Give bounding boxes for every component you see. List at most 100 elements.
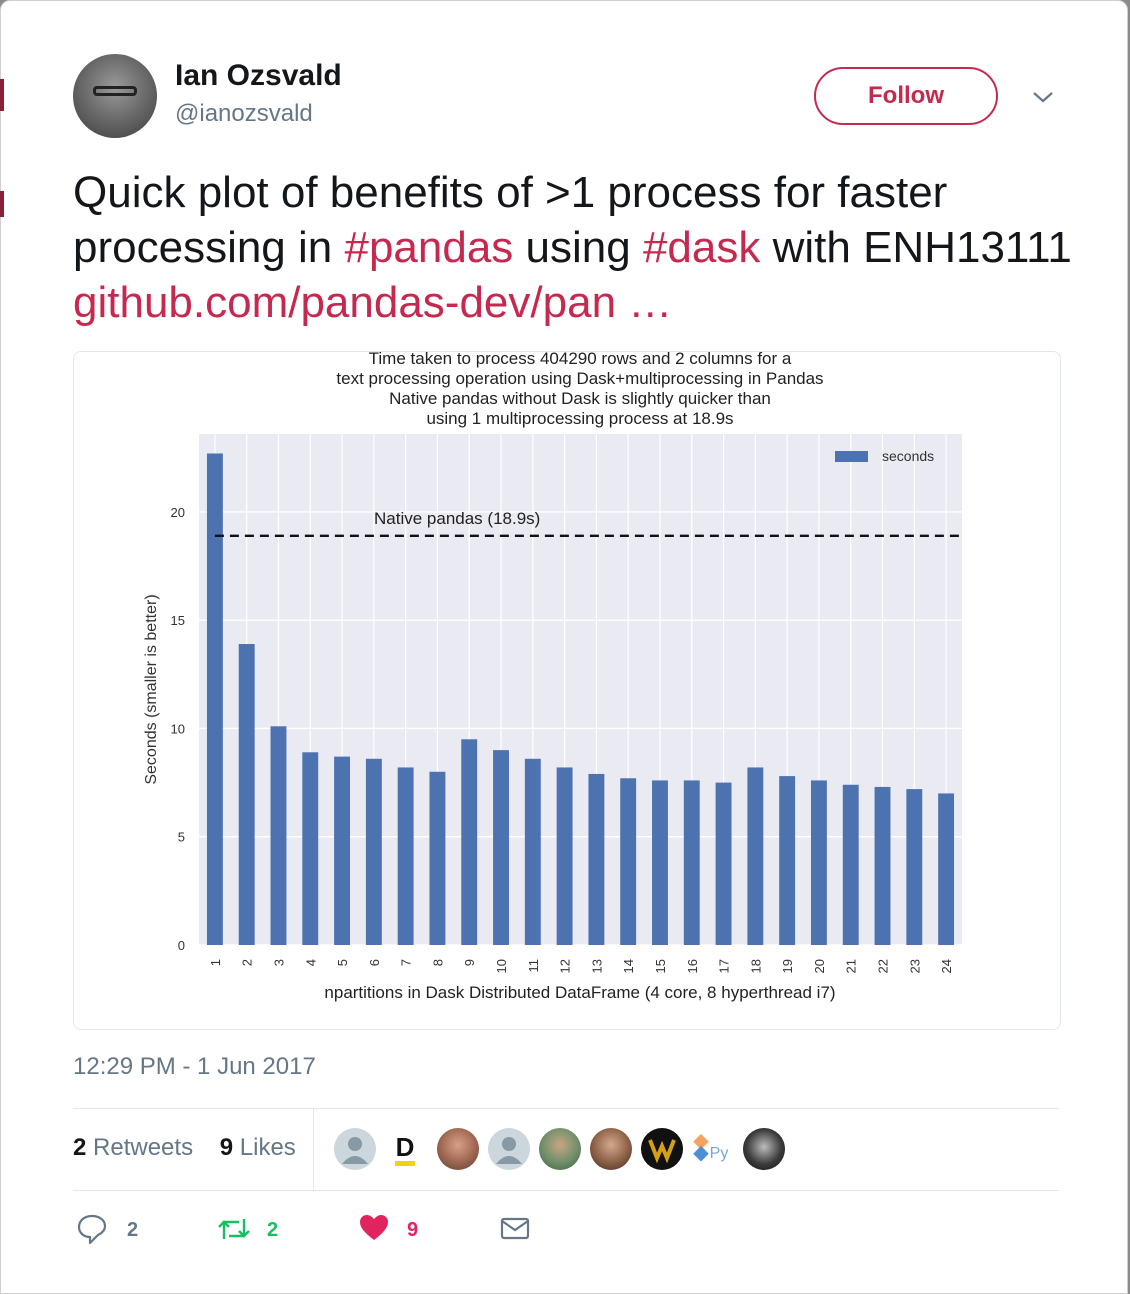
divider [73,1108,1059,1109]
y-tick-label: 10 [171,721,185,736]
likes-stat[interactable]: 9 Likes [220,1134,296,1161]
bar [620,778,637,945]
x-tick-label: 11 [526,959,541,973]
like-count: 9 [407,1219,419,1241]
bar [302,752,319,945]
bar [524,758,541,945]
x-tick-label: 8 [430,959,445,966]
liker-avatar-letter: D [396,1132,415,1162]
x-tick-label: 19 [780,959,795,973]
bar [906,789,923,945]
bar [715,782,732,945]
tweet-text: Quick plot of benefits of >1 process for… [73,165,1083,330]
hashtag-link[interactable]: #dask [642,223,761,272]
tweet-text-segment: using [513,223,643,272]
chart-title-line: Time taken to process 404290 rows and 2 … [369,352,792,368]
bar [238,644,255,945]
bar [652,780,668,945]
reply-count: 2 [127,1219,139,1241]
liker-avatar[interactable]: D [384,1128,426,1170]
liker-avatar[interactable] [539,1128,581,1170]
y-tick-label: 0 [178,938,185,953]
x-tick-label: 14 [621,959,636,973]
background-edge-marker [0,191,4,217]
bar [270,726,287,945]
liker-avatar[interactable] [437,1128,479,1170]
retweets-count: 2 [73,1134,87,1161]
bar [556,767,573,945]
tweet-text-segment: with ENH13111 [760,223,1072,272]
author-handle[interactable]: @ianozsvald [175,100,313,127]
chart-title-line: text processing operation using Dask+mul… [336,369,823,388]
plot-area [199,434,962,945]
liker-avatar[interactable]: Py [692,1128,734,1170]
x-tick-label: 7 [399,959,414,966]
x-tick-label: 3 [271,959,286,966]
liker-avatar[interactable] [334,1128,376,1170]
bar [874,786,891,945]
tweet-media-chart[interactable]: Time taken to process 404290 rows and 2 … [73,351,1061,1030]
follow-button[interactable]: Follow [814,67,998,125]
x-tick-label: 24 [939,959,954,973]
x-tick-label: 12 [558,959,573,973]
bar [938,793,955,945]
likes-count: 9 [219,1134,234,1161]
bar [683,780,700,945]
retweets-stat[interactable]: 2 Retweets [73,1134,193,1161]
bar [779,776,796,945]
liker-avatar[interactable] [641,1128,683,1170]
likes-label: Likes [239,1134,296,1161]
bar [397,767,414,945]
liker-avatar[interactable] [590,1128,632,1170]
url-link[interactable]: github.com/pandas-dev/pan … [73,278,673,327]
liker-avatar-text: Py [710,1145,729,1162]
retweet-action[interactable]: 2 [217,1213,278,1249]
envelope-icon [500,1217,530,1240]
x-tick-label: 4 [303,959,318,966]
x-tick-label: 20 [812,959,827,973]
y-tick-label: 5 [178,830,185,845]
chart-title-line: Native pandas without Dask is slightly q… [389,389,771,408]
chevron-down-icon[interactable] [1031,87,1055,107]
avatar-glasses-shape [93,86,137,96]
x-tick-label: 13 [589,959,604,973]
bar [747,767,764,945]
tweet-timestamp[interactable]: 12:29 PM - 1 Jun 2017 [73,1053,316,1080]
author-avatar[interactable] [73,54,157,138]
tweet-text-segment: Quick plot of benefits of >1 process for… [73,168,948,272]
x-tick-label: 1 [208,959,223,966]
x-tick-label: 18 [748,959,763,973]
bar [588,773,605,945]
x-tick-label: 5 [335,959,350,966]
x-tick-label: 2 [240,959,255,966]
liker-avatar[interactable] [743,1128,785,1170]
like-action[interactable]: 9 [359,1213,418,1249]
bar [365,758,382,945]
x-axis-label: npartitions in Dask Distributed DataFram… [324,983,835,1002]
direct-message-action[interactable] [499,1213,531,1249]
y-tick-label: 20 [171,505,185,520]
y-axis-label: Seconds (smaller is better) [143,594,160,784]
x-tick-label: 15 [653,959,668,973]
retweet-count: 2 [267,1219,279,1241]
x-tick-label: 10 [494,959,509,973]
reply-icon [77,1214,107,1245]
reply-action[interactable]: 2 [77,1213,138,1249]
liker-avatar[interactable] [488,1128,530,1170]
retweets-label: Retweets [93,1134,194,1161]
x-tick-label: 9 [462,959,477,966]
x-tick-label: 21 [844,959,859,973]
x-tick-label: 17 [717,959,732,973]
hashtag-link[interactable]: #pandas [344,223,514,272]
heart-icon [360,1215,388,1240]
reference-line-label: Native pandas (18.9s) [374,509,540,528]
x-tick-label: 22 [876,959,891,973]
retweet-icon [218,1219,250,1239]
legend-label: seconds [882,448,934,464]
author-name[interactable]: Ian Ozsvald [175,59,342,92]
divider [313,1109,314,1191]
bar [334,756,351,945]
background-edge-marker [0,79,4,111]
x-tick-label: 16 [685,959,700,973]
